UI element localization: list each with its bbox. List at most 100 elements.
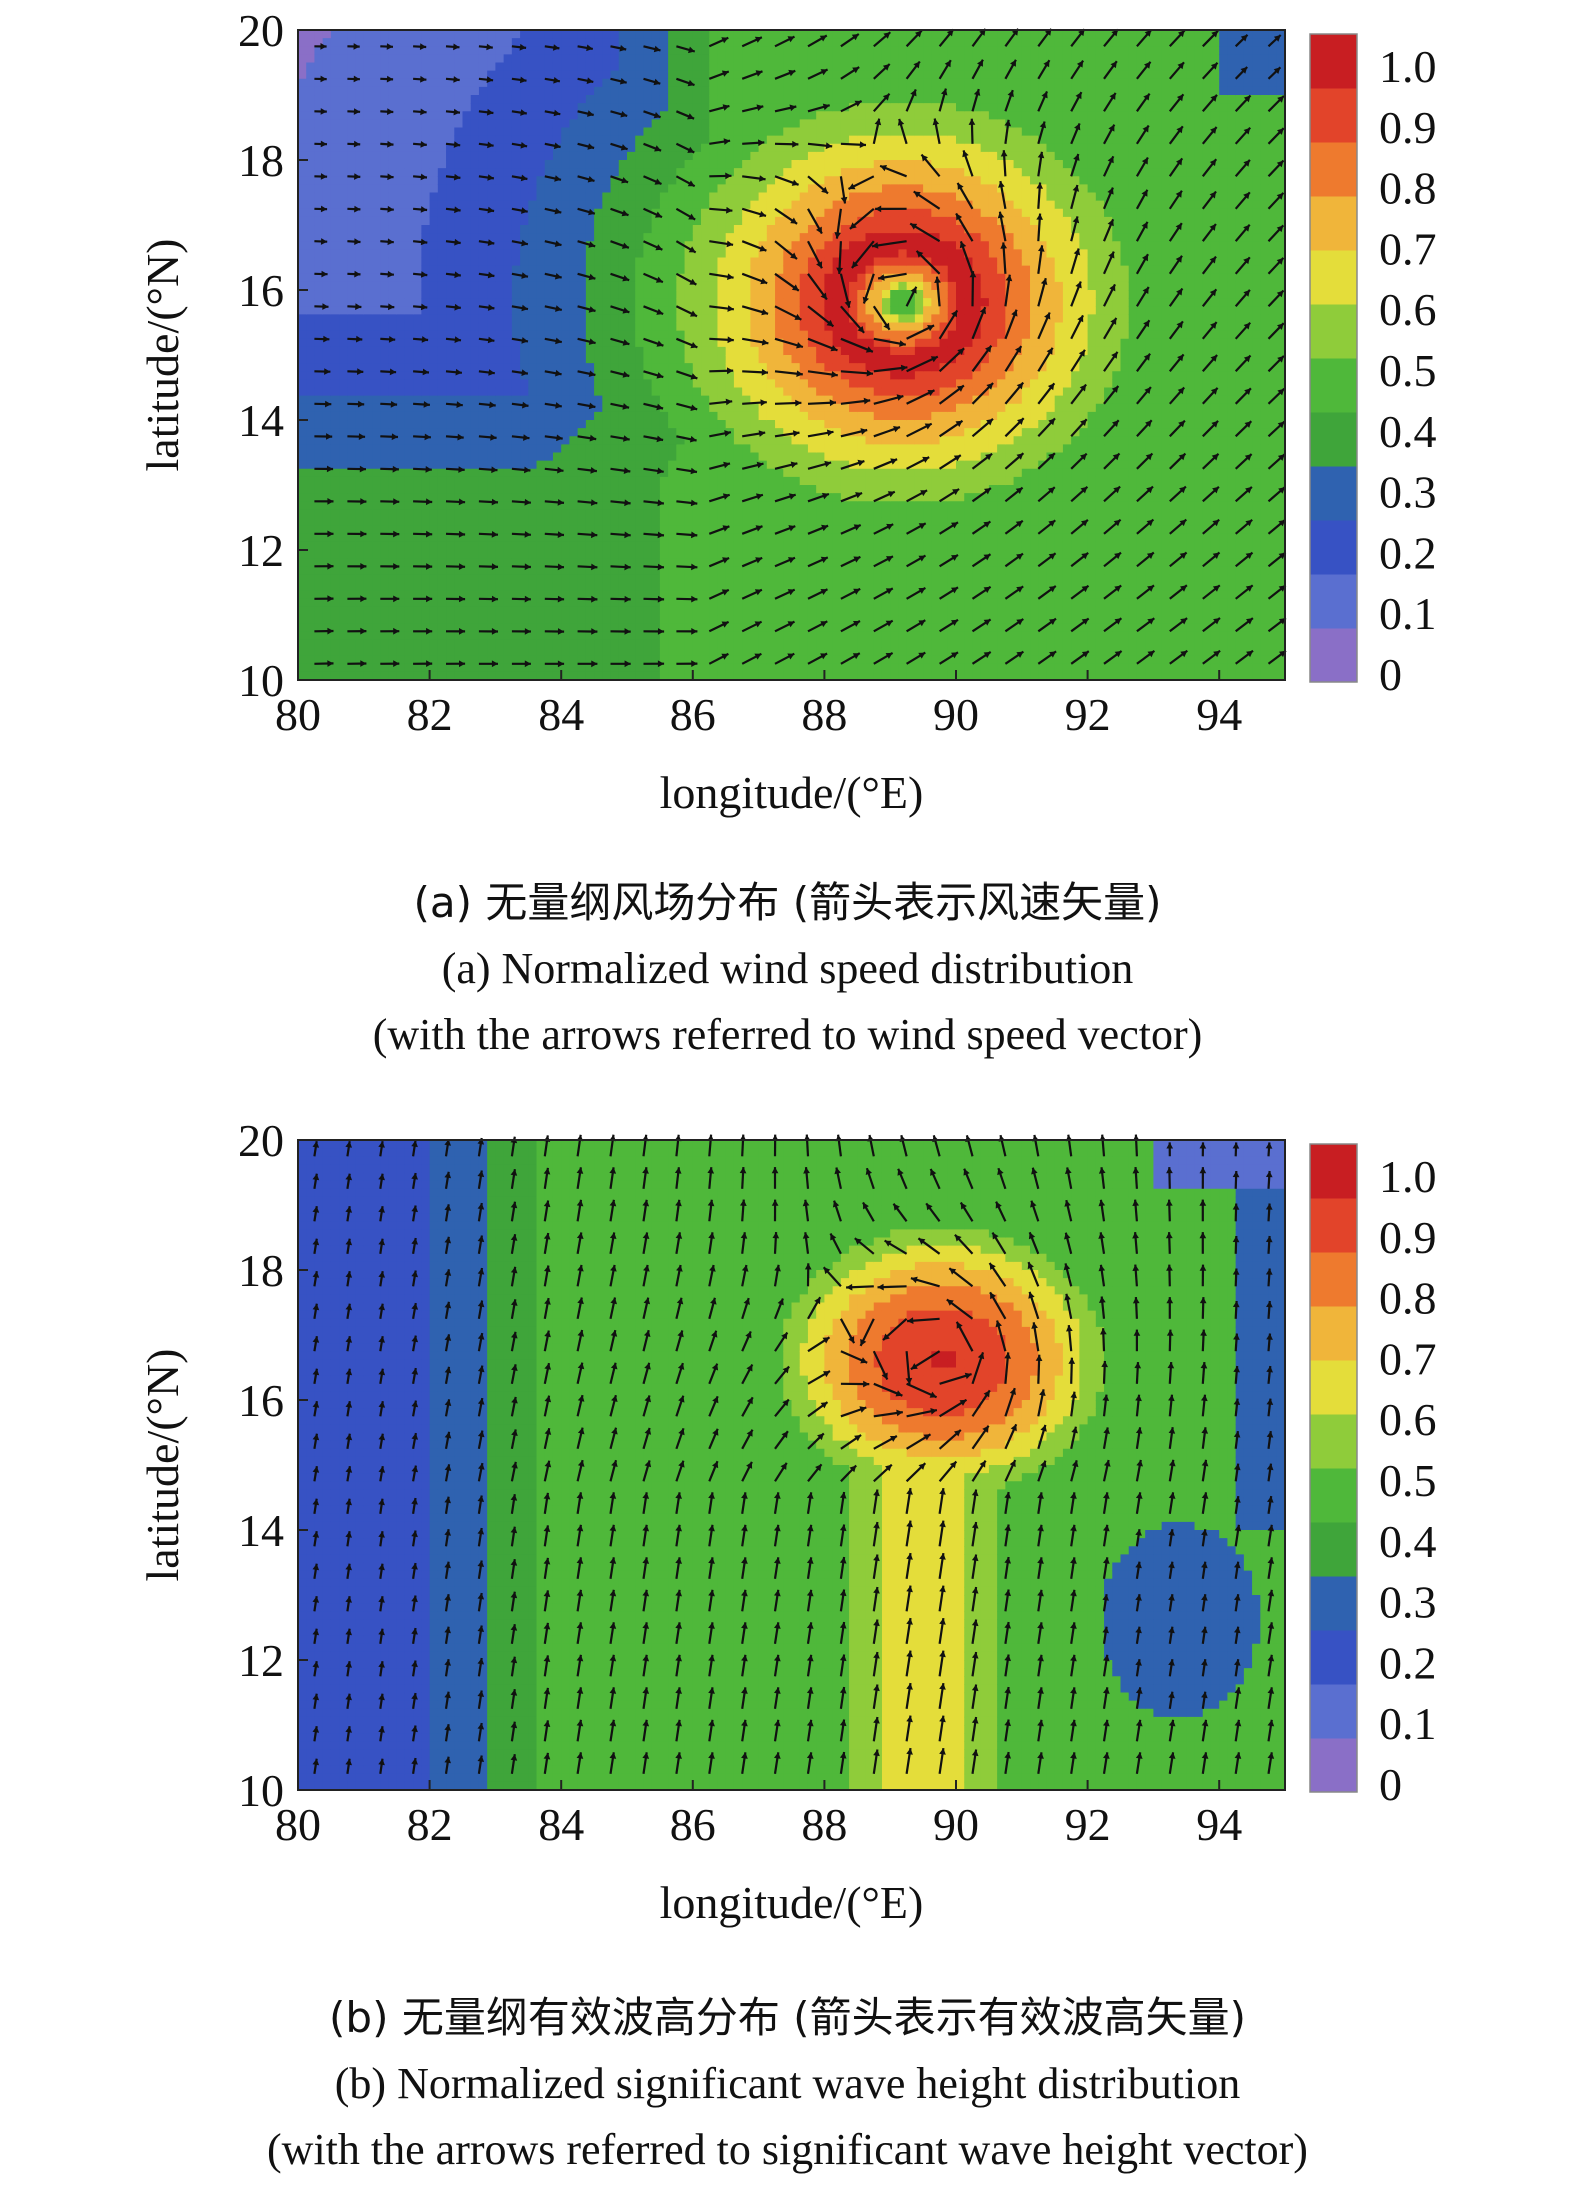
heat-cell (676, 363, 686, 372)
heat-cell (799, 30, 809, 39)
heat-cell (404, 403, 414, 413)
heat-cell (799, 265, 809, 275)
heat-cell (799, 160, 809, 169)
heat-cell (314, 281, 324, 291)
heat-cell (388, 371, 398, 380)
heat-cell (561, 38, 571, 47)
heat-cell (701, 615, 710, 624)
heat-cell (651, 460, 661, 470)
heat-cell (347, 355, 357, 364)
heat-cell (470, 533, 480, 543)
heat-cell (733, 420, 743, 429)
heat-cell (421, 501, 431, 510)
heat-cell (388, 476, 398, 486)
heat-cell (454, 420, 464, 429)
heat-cell (298, 30, 307, 39)
heat-cell (742, 249, 751, 259)
heat-cell (742, 78, 751, 88)
heat-cell (783, 192, 793, 202)
heat-cell (429, 135, 439, 145)
heat-cell (347, 54, 357, 64)
heat-cell (380, 403, 390, 413)
heat-cell (635, 631, 645, 640)
heat-cell (775, 184, 784, 194)
heat-cell (594, 403, 603, 413)
heat-cell (437, 355, 447, 364)
heat-cell (503, 355, 513, 364)
heat-cell (388, 663, 398, 673)
heat-cell (536, 476, 546, 486)
heat-cell (520, 550, 529, 559)
heat-cell (314, 428, 324, 437)
heat-cell (380, 663, 390, 673)
heat-cell (372, 290, 381, 299)
heat-cell (569, 306, 579, 315)
heat-cell (396, 671, 406, 681)
heat-cell (659, 30, 669, 39)
heat-cell (380, 346, 390, 356)
heat-cell (709, 639, 719, 649)
heat-cell (339, 671, 348, 681)
heat-cell (355, 517, 365, 527)
heat-cell (298, 233, 307, 242)
heat-cell (503, 54, 513, 64)
heat-cell (404, 566, 414, 575)
heat-cell (791, 420, 801, 429)
heat-cell (372, 444, 381, 454)
heat-cell (470, 151, 480, 161)
heat-cell (520, 582, 529, 592)
heat-cell (659, 127, 669, 137)
heat-cell (314, 322, 324, 332)
heat-cell (347, 314, 357, 324)
heat-cell (552, 298, 562, 307)
heat-cell (561, 168, 571, 177)
heat-cell (585, 30, 595, 39)
heat-cell (635, 78, 645, 88)
heat-cell (470, 62, 480, 72)
heat-cell (610, 192, 620, 202)
heat-cell (478, 485, 488, 494)
heat-cell (701, 485, 710, 494)
heat-cell (561, 135, 571, 145)
heat-cell (454, 566, 464, 575)
heat-cell (701, 420, 710, 429)
heat-cell (651, 615, 661, 624)
heat-cell (627, 168, 636, 177)
heat-cell (503, 241, 513, 250)
heat-cell (766, 135, 776, 145)
heat-cell (766, 582, 776, 592)
heat-cell (446, 550, 455, 559)
heat-cell (709, 78, 719, 88)
heat-cell (511, 143, 521, 153)
heat-cell (766, 46, 776, 55)
heat-cell (701, 168, 710, 177)
heat-cell (520, 322, 529, 332)
heat-cell (429, 387, 439, 397)
heat-cell (355, 598, 365, 608)
heat-cell (725, 387, 735, 397)
heat-cell (330, 541, 340, 551)
heat-cell (495, 208, 505, 218)
heat-cell (454, 371, 464, 380)
heat-cell (372, 631, 381, 640)
heat-cell (363, 346, 373, 356)
heat-cell (610, 151, 620, 161)
heat-cell (701, 346, 710, 356)
heat-cell (602, 525, 612, 535)
heat-cell (750, 192, 760, 202)
heat-cell (684, 233, 694, 242)
heat-cell (339, 631, 348, 640)
heat-cell (520, 444, 529, 454)
heat-cell (561, 192, 571, 202)
heat-cell (404, 322, 414, 332)
heat-cell (380, 615, 390, 624)
heat-cell (355, 249, 365, 259)
heat-cell (470, 420, 480, 429)
heat-cell (552, 225, 562, 234)
heat-cell (306, 233, 316, 242)
heat-cell (692, 151, 702, 161)
heat-cell (322, 655, 332, 665)
heat-cell (618, 70, 628, 80)
heat-cell (298, 95, 307, 104)
heat-cell (659, 192, 669, 202)
